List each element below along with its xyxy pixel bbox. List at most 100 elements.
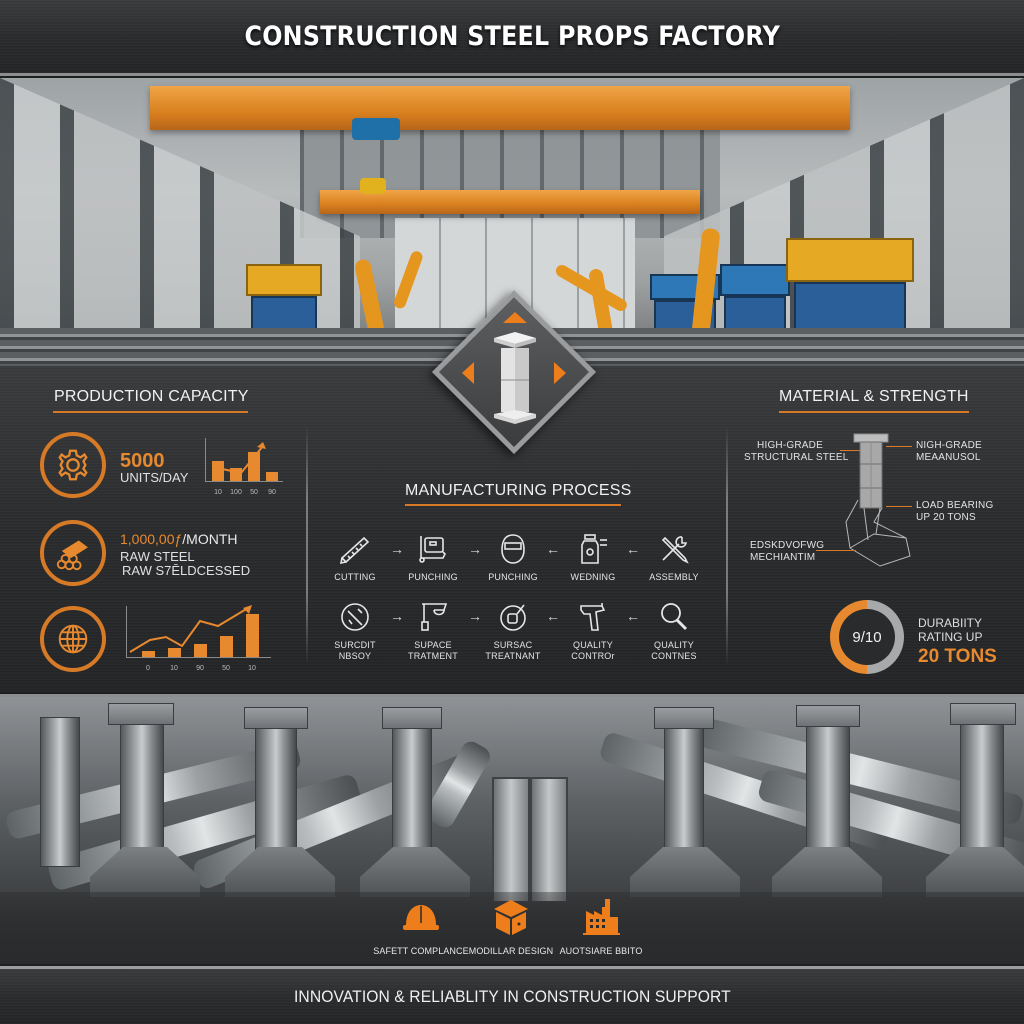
footer-banner: INNOVATION & RELIABLITY IN CONSTRUCTION … — [0, 966, 1024, 1024]
durability-label: DURABIITY — [918, 616, 983, 630]
arrow-right-icon: → — [468, 608, 482, 624]
production-capacity-title: PRODUCTION CAPACITY — [54, 388, 249, 405]
title-underline — [779, 411, 969, 413]
globe-icon-ring — [40, 606, 106, 672]
arrow-left-icon: ← — [546, 541, 560, 557]
arrow-up-icon — [503, 312, 527, 323]
globe-icon — [58, 624, 88, 654]
callout-leader — [816, 550, 856, 551]
process-step-quality-contnes: QUALITY CONTNES — [634, 600, 714, 662]
monthly-capacity-value: 1,000,00ƒ — [120, 531, 183, 547]
badge-modular-design: MODILLAR DESIGN — [456, 897, 566, 959]
square-steel-tube — [530, 777, 568, 903]
steel-prop — [40, 717, 80, 867]
steel-pipes-icon-ring — [40, 520, 106, 586]
chart-bar — [220, 636, 233, 657]
trend-arrow-icon — [212, 442, 266, 475]
growth-chart: 0 10 90 50 10 — [126, 605, 271, 672]
callout-structural-steel: HIGH-GRADE STRUCTURAL STEEL — [744, 440, 849, 463]
durability-rating-label: RATING UP — [918, 630, 983, 644]
steel-prop — [806, 711, 850, 869]
prop-base-plate — [772, 847, 882, 897]
prop-base-plate — [360, 847, 470, 897]
process-step-wedning: WEDNING — [553, 532, 633, 583]
monthly-capacity: 1,000,00ƒ/MONTH — [120, 531, 238, 547]
process-step-quality-control: QUALITY CONTROr — [553, 600, 633, 662]
callout-leader — [886, 446, 912, 447]
crane-hook — [360, 178, 386, 194]
chart-bar — [142, 651, 155, 657]
callout-leader — [840, 450, 860, 451]
process-step-sursac-treatment: SURSAC TREATNANT — [473, 600, 553, 662]
title-underline — [405, 504, 621, 506]
daily-capacity-chart: 10 100 50 90 — [205, 438, 283, 496]
pillar-icon — [494, 332, 536, 424]
process-step-assembly: ASSEMBLY — [634, 532, 714, 583]
process-step-surcdit: SURCDIT NBSOY — [315, 600, 395, 662]
callout-leader — [886, 506, 912, 507]
punch-machine-icon — [419, 536, 446, 563]
callout-load-bearing: LOAD BEARING UP 20 TONS — [916, 500, 994, 523]
steel-props-photo: SAFETT COMPLANCE MODILLAR DESIGN AUOTSIA… — [0, 694, 1024, 964]
factory-icon — [583, 899, 620, 935]
wrench-screwdriver-icon — [661, 536, 689, 564]
steel-prop — [120, 709, 164, 869]
chart-bar — [266, 472, 278, 481]
magnifier-icon — [661, 603, 688, 631]
arrow-left-icon: ← — [546, 608, 560, 624]
column-divider — [306, 426, 308, 666]
chart-bar — [212, 461, 224, 481]
process-step-cutting: CUTTING — [315, 532, 395, 583]
daily-capacity-unit: UNITS/DAY — [120, 470, 189, 485]
welding-mask-icon — [501, 534, 525, 564]
page-title: CONSTRUCTION STEEL PROPS FACTORY — [244, 21, 780, 52]
steel-prop-emblem — [431, 289, 597, 455]
process-step-surface-treatment: SUPACE TRATMENT — [393, 600, 473, 662]
material-strength-title: MATERIAL & STRENGTH — [779, 388, 969, 405]
steel-prop — [255, 713, 297, 868]
square-steel-tube — [492, 777, 530, 903]
gear-icon-ring — [40, 432, 106, 498]
header-banner: CONSTRUCTION STEEL PROPS FACTORY — [0, 0, 1024, 76]
badge-safety-compliance: SAFETT COMPLANCE — [366, 897, 476, 959]
process-step-welding: PUNCHING — [473, 532, 553, 583]
arrow-left-icon: ← — [626, 608, 640, 624]
overhead-crane-rear — [320, 190, 700, 214]
column-divider — [726, 426, 728, 666]
modular-box-icon — [494, 900, 528, 935]
durability-tons: 20 TONS — [918, 646, 997, 667]
chart-bar — [246, 614, 259, 657]
callout-mechanism: EDSKDVOFWG MECHIANTIM — [750, 540, 825, 563]
durability-donut: 9/10 — [830, 600, 904, 674]
steel-prop — [960, 709, 1004, 869]
gear-icon — [58, 449, 88, 481]
steel-prop — [392, 713, 432, 868]
manufacturing-process-title: MANUFACTURING PROCESS — [405, 482, 632, 499]
badge-factory: AUOTSIARE BBITO — [546, 897, 656, 959]
daily-capacity-value: 5000 — [120, 450, 165, 472]
process-step-punching: PUNCHING — [393, 532, 473, 583]
spray-gun-icon — [580, 603, 606, 631]
prop-base-plate — [926, 847, 1024, 897]
raw-steel-label: RAW STEEL — [120, 549, 195, 564]
crane-hoist — [352, 118, 400, 140]
callout-high-grade: NIGH-GRADE MEAANUSOL — [916, 440, 982, 463]
chart-bar — [194, 644, 207, 657]
monthly-capacity-unit: /MONTH — [182, 531, 238, 547]
title-underline — [53, 411, 248, 413]
arrow-right-icon: → — [390, 608, 404, 624]
steel-prop-diagram — [845, 433, 911, 567]
overhead-crane — [150, 86, 850, 130]
raw-steel-processed-label: RAW S7ĒLDCESSED — [122, 563, 251, 578]
arrow-right-icon: → — [468, 541, 482, 557]
hard-hat-icon — [403, 905, 439, 930]
arrow-right-icon: → — [390, 541, 404, 557]
arrow-left-icon — [462, 362, 474, 384]
steel-pipes-icon — [56, 540, 88, 571]
footer-tagline: INNOVATION & RELIABLITY IN CONSTRUCTION … — [293, 986, 731, 1006]
saw-icon — [339, 536, 370, 565]
prop-base-plate — [630, 847, 740, 897]
arrow-right-icon — [554, 362, 566, 384]
durability-score: 9/10 — [852, 628, 882, 646]
trend-arrow-icon — [129, 605, 252, 653]
